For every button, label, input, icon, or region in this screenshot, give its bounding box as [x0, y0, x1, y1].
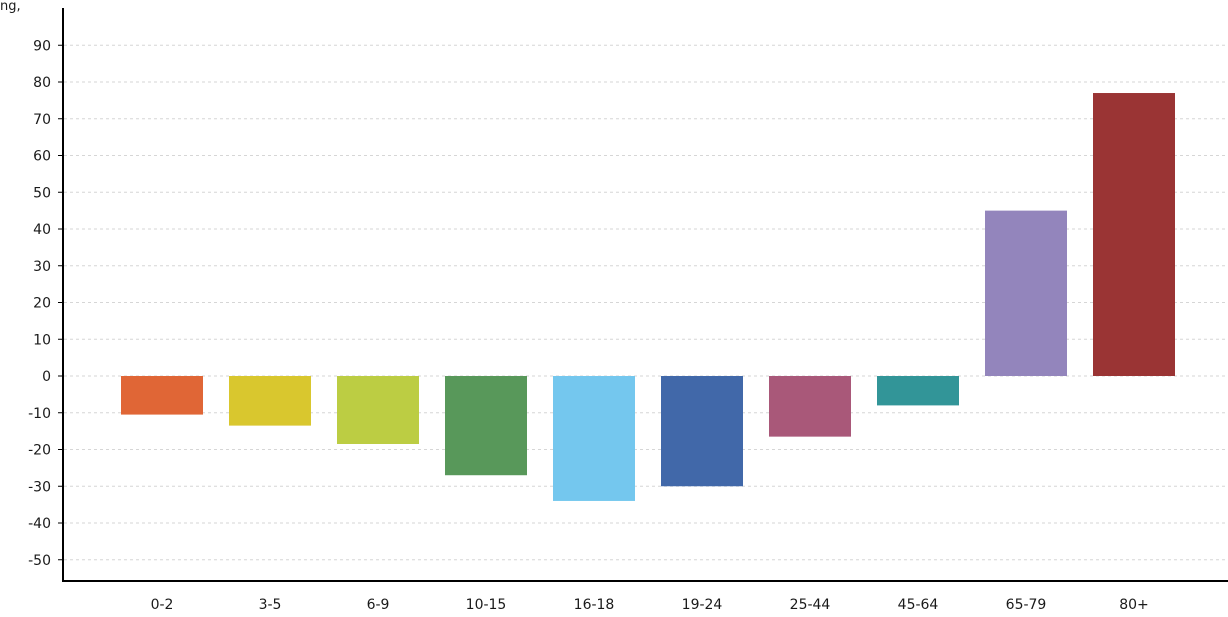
bar-10-15 — [445, 376, 527, 476]
y-axis-ticks: 90 80 70 60 50 40 30 20 10 0 -10 -20 -30 -40 -50 — [28, 38, 63, 569]
x-tick-label: 45-64 — [898, 597, 939, 613]
y-tick-label: 60 — [33, 149, 51, 165]
y-tick-label: 40 — [33, 222, 51, 238]
bar-65-79 — [985, 210, 1067, 376]
bar-19-24 — [661, 376, 743, 487]
y-tick-label: 70 — [33, 112, 51, 128]
y-tick-label: -20 — [28, 443, 51, 459]
bar-80+ — [1093, 93, 1175, 377]
x-tick-label: 0-2 — [151, 597, 174, 613]
bar-45-64 — [877, 376, 959, 406]
y-tick-label: 80 — [33, 75, 51, 91]
bar-6-9 — [337, 376, 419, 444]
y-tick-label: 50 — [33, 185, 51, 201]
bar-3-5 — [229, 376, 311, 426]
x-tick-label: 19-24 — [682, 597, 723, 613]
bar-25-44 — [769, 376, 851, 437]
bar-16-18 — [553, 376, 635, 501]
x-tick-label: 16-18 — [574, 597, 615, 613]
header-fragment-text: ng, — [0, 0, 21, 14]
bar-0-2 — [121, 376, 203, 415]
y-tick-label: -40 — [28, 516, 51, 532]
y-tick-label: 0 — [42, 369, 51, 385]
y-tick-label: 10 — [33, 332, 51, 348]
y-tick-label: -50 — [28, 553, 51, 569]
x-tick-label: 10-15 — [466, 597, 507, 613]
x-tick-label: 80+ — [1119, 597, 1149, 613]
y-tick-label: -30 — [28, 479, 51, 495]
x-axis-ticks: 0-2 3-5 6-9 10-15 16-18 19-24 25-44 45-64 65-79 8… — [151, 597, 1149, 613]
bars — [121, 93, 1175, 501]
x-tick-label: 65-79 — [1006, 597, 1047, 613]
x-tick-label: 25-44 — [790, 597, 831, 613]
x-tick-label: 3-5 — [259, 597, 282, 613]
x-tick-label: 6-9 — [367, 597, 390, 613]
y-tick-label: 20 — [33, 296, 51, 312]
y-tick-label: 30 — [33, 259, 51, 275]
y-tick-label: -10 — [28, 406, 51, 422]
y-tick-label: 90 — [33, 38, 51, 54]
